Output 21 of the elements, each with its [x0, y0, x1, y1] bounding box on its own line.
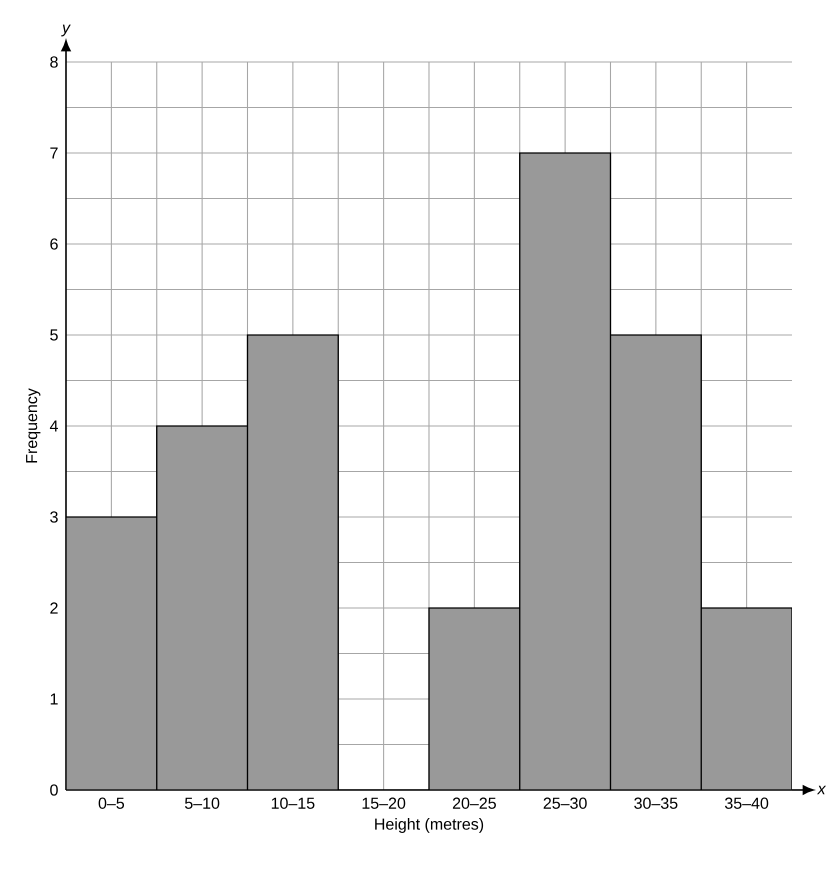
y-tick-label: 4 [50, 420, 58, 432]
x-tick-label: 30–35 [634, 798, 678, 809]
y-tick-label: 1 [50, 694, 58, 704]
y-tick-label: 6 [50, 238, 58, 250]
y-tick-label: 2 [50, 602, 58, 614]
y-tick-label: 7 [50, 148, 58, 159]
text: x [816, 786, 826, 794]
x-tick-label: 20–25 [452, 798, 496, 809]
x-tick-label: 25–30 [544, 798, 587, 809]
text: y [61, 24, 71, 36]
y-tick-label: 3 [50, 511, 58, 523]
y-tick-label: 5 [50, 329, 58, 341]
x-tick-label: 35–40 [724, 798, 768, 809]
x-tick-label: 0–5 [98, 798, 124, 809]
x-tick-label: 15–20 [362, 798, 406, 809]
y-tick-label: 8 [50, 56, 58, 68]
x-tick-label: 5–10 [184, 798, 220, 809]
y-tick-label: 0 [50, 784, 58, 796]
x-axis-title: Height (metres) [375, 818, 484, 833]
x-tick-label: 10–15 [272, 798, 314, 809]
y-axis-title: Frequency [26, 388, 40, 462]
